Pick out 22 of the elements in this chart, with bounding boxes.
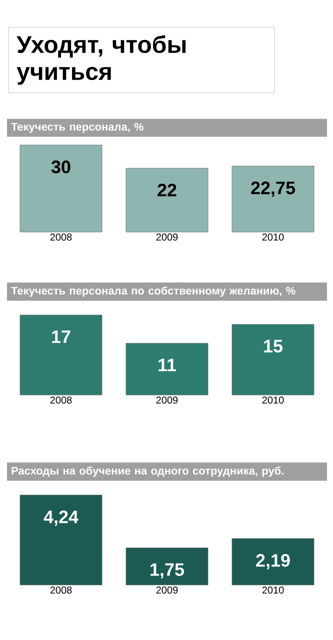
chart-title: Уходят, чтобы учиться <box>16 35 186 85</box>
data-label: 17 <box>52 330 70 343</box>
data-label: 2,19 <box>256 554 290 570</box>
x-tick-label: 2009 <box>156 396 178 404</box>
x-tick-label: 2009 <box>156 234 178 241</box>
x-tick-label: 2008 <box>50 586 72 594</box>
x-tick-label: 2009 <box>156 586 178 594</box>
data-label: 11 <box>158 358 176 372</box>
data-label: 22,75 <box>251 182 296 197</box>
data-label: 4,24 <box>44 510 78 526</box>
x-tick-label: 2010 <box>262 396 284 404</box>
chart-subtitle: Текучесть персонала, % <box>11 122 144 133</box>
data-label: 1,75 <box>150 563 184 579</box>
data-label: 30 <box>51 160 70 174</box>
x-tick-label: 2010 <box>262 234 284 241</box>
data-label: 22 <box>158 184 176 196</box>
data-label: 15 <box>264 340 283 352</box>
x-tick-label: 2008 <box>50 234 72 241</box>
x-tick-label: 2008 <box>50 396 72 404</box>
chart-title: Расходы на обучение на одного сотрудника, руб. <box>12 466 284 477</box>
x-tick-label: 2010 <box>262 586 284 594</box>
chart-title: Текучесть персонала по собственному желанию, % <box>11 286 296 297</box>
